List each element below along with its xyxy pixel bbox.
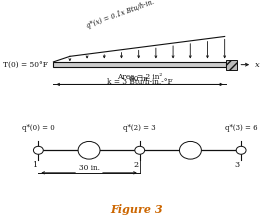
Text: ①: ① [86, 146, 92, 155]
Text: k = 3 Btu/h-in.-°F: k = 3 Btu/h-in.-°F [107, 78, 173, 86]
Circle shape [179, 141, 201, 159]
Circle shape [78, 141, 100, 159]
Text: q*(2) = 3: q*(2) = 3 [123, 124, 156, 132]
Text: 2: 2 [133, 161, 138, 169]
Text: ②: ② [187, 146, 193, 155]
Circle shape [33, 146, 43, 154]
Text: 1: 1 [32, 161, 37, 169]
Circle shape [135, 146, 145, 154]
Polygon shape [53, 62, 226, 67]
Text: q*(3) = 6: q*(3) = 6 [225, 124, 258, 132]
Circle shape [236, 146, 246, 154]
Text: Figure 3: Figure 3 [111, 204, 163, 215]
Text: q*(0) = 0: q*(0) = 0 [22, 124, 55, 132]
Text: q*(x) = 0.1x Btu/h-in.: q*(x) = 0.1x Btu/h-in. [85, 0, 156, 30]
Text: T(0) = 50°F: T(0) = 50°F [3, 61, 48, 69]
Polygon shape [226, 60, 237, 70]
Text: Area = 2 in²: Area = 2 in² [117, 73, 162, 81]
Text: 60 in.: 60 in. [129, 75, 150, 83]
Text: 3: 3 [235, 161, 239, 169]
Text: x: x [255, 61, 259, 69]
Text: 30 in.: 30 in. [79, 164, 99, 172]
